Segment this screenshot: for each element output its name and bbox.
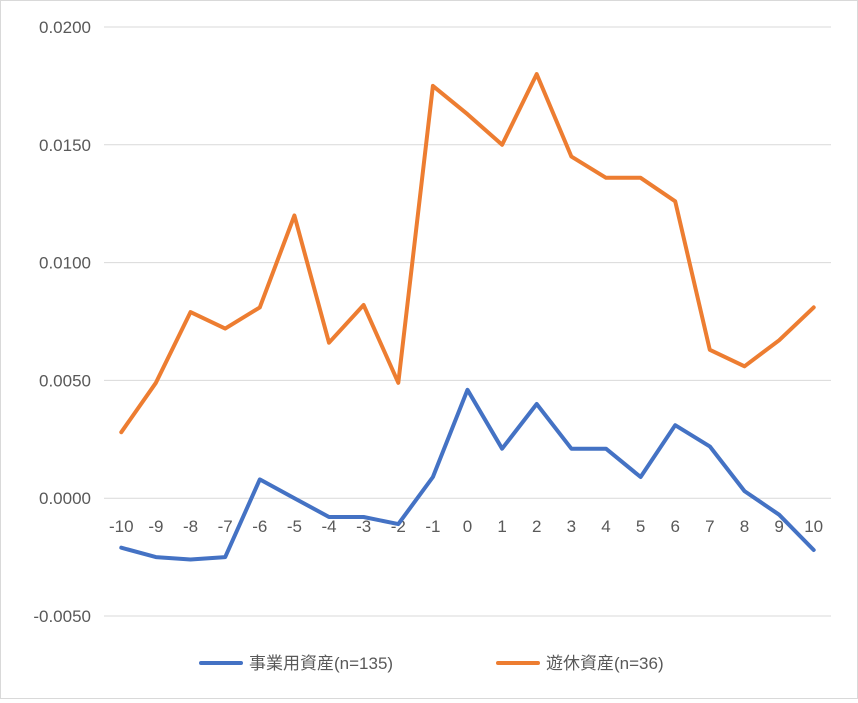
x-tick-label: 6 [670,517,679,536]
x-tick-label: 2 [532,517,541,536]
x-tick-label: -9 [148,517,163,536]
y-tick-label: 0.0050 [39,371,91,390]
x-tick-label: 3 [567,517,576,536]
x-tick-label: 4 [601,517,610,536]
x-tick-label: -3 [356,517,371,536]
x-tick-label: 5 [636,517,645,536]
legend: 事業用資産(n=135) 遊休資産(n=36) [199,654,664,673]
x-tick-label: -10 [109,517,134,536]
y-tick-label: -0.0050 [33,607,91,626]
y-tick-label: 0.0100 [39,254,91,273]
y-tick-label: 0.0150 [39,136,91,155]
x-tick-label: 0 [463,517,472,536]
y-axis-ticks: -0.0050 0.0000 0.0050 0.0100 0.0150 0.0200 [33,18,91,626]
series-line-0 [119,387,816,562]
y-tick-label: 0.0200 [39,18,91,37]
x-tick-label: -6 [252,517,267,536]
gridlines [104,26,831,617]
x-tick-label: 9 [774,517,783,536]
x-tick-label: -7 [218,517,233,536]
x-tick-label: -1 [425,517,440,536]
series-lines [119,72,816,562]
x-tick-label: 10 [804,517,823,536]
x-tick-label: -4 [321,517,336,536]
x-tick-label: -5 [287,517,302,536]
legend-label: 事業用資産(n=135) [249,654,393,673]
x-axis-ticks: -10 -9 -8 -7 -6 -5 -4 -3 -2 -1 0 1 2 3 4 5 6 7 8 9 10 [109,517,823,536]
x-tick-label: 8 [740,517,749,536]
y-tick-label: 0.0000 [39,489,91,508]
x-tick-label: -8 [183,517,198,536]
x-tick-label: 7 [705,517,714,536]
legend-label: 遊休資産(n=36) [546,654,664,673]
x-tick-label: 1 [497,517,506,536]
series-line-1 [119,72,816,435]
